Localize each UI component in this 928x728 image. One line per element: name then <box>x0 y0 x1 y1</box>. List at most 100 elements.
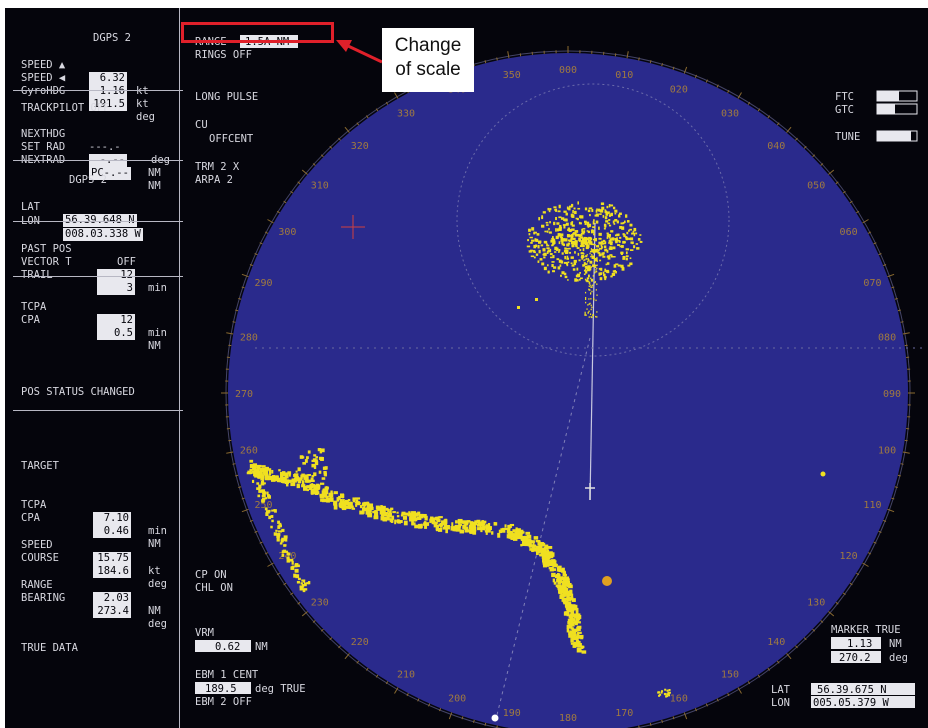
pastpos-label: PAST POS <box>21 243 72 255</box>
bearing-tick <box>329 637 333 641</box>
echo-blip <box>591 280 593 283</box>
echo-blip <box>591 286 593 288</box>
echo-blip <box>259 473 263 478</box>
echo-blip <box>365 509 371 515</box>
bearing-tick <box>776 660 780 664</box>
pulse-mode: LONG PULSE <box>195 91 258 103</box>
echo-blip <box>594 281 596 284</box>
echo-blip <box>566 207 571 210</box>
speed1-unit: kt <box>136 85 149 97</box>
echo-blip <box>579 272 581 274</box>
echo-blip <box>390 518 394 523</box>
echo-blip <box>257 494 261 498</box>
echo-blip <box>539 240 542 243</box>
bearing-tick <box>737 687 742 694</box>
left-data-panel: DGPS 2 SPEED ▲ 6.32 kt SPEED ◀ 1.16 kt G… <box>13 18 183 718</box>
echo-blip <box>508 534 513 538</box>
echo-blip <box>280 474 284 480</box>
echo-blip <box>571 593 574 598</box>
lon-row: LON 008.03.338 W <box>13 202 183 241</box>
echo-blip <box>290 482 296 487</box>
echo-blip <box>664 688 667 691</box>
echo-blip <box>550 256 553 259</box>
echo-blip <box>636 247 640 250</box>
echo-blip <box>567 279 569 281</box>
echo-blip <box>570 241 574 245</box>
echo-blip <box>484 530 490 533</box>
cursor-lon-box <box>811 696 915 708</box>
echo-blip <box>612 270 616 273</box>
echo-blip <box>566 605 570 610</box>
echo-blip <box>542 559 545 563</box>
echo-blip <box>302 588 306 593</box>
echo-blip <box>270 476 276 482</box>
echo-blip <box>309 485 314 489</box>
echo-blip <box>568 584 573 589</box>
echo-blip <box>591 306 593 309</box>
echo-blip <box>549 567 554 572</box>
echo-blip <box>281 528 285 532</box>
echo-blip <box>589 250 594 253</box>
bearing-tick <box>238 486 242 489</box>
echo-blip <box>577 621 581 624</box>
echo-blip <box>546 250 549 254</box>
echo-blip <box>321 490 326 495</box>
bearing-tick <box>365 667 369 671</box>
ebm-line <box>494 337 591 724</box>
echo-blip <box>487 526 492 531</box>
echo-blip <box>555 216 557 221</box>
bearing-tick <box>232 463 236 465</box>
echo-blip <box>557 579 562 582</box>
echo-blip <box>614 212 617 215</box>
bearing-tick <box>297 181 301 185</box>
gtc-label: GTC <box>835 104 854 116</box>
bearing-tick <box>226 451 234 454</box>
echo-blip <box>558 580 564 584</box>
echo-blip <box>571 221 574 224</box>
echo-blip <box>299 587 304 591</box>
echo-blip <box>637 238 641 241</box>
own-ship-marker <box>585 483 595 500</box>
echo-blip <box>564 255 566 260</box>
echo-blip <box>585 255 588 258</box>
bearing-tick <box>428 703 431 707</box>
echo-blip <box>595 213 599 217</box>
echo-blip <box>601 252 604 256</box>
echo-blip <box>609 246 612 250</box>
echo-blip <box>554 575 560 579</box>
echo-blip <box>477 527 481 531</box>
echo-blip <box>658 694 661 697</box>
echo-blip <box>264 497 268 500</box>
echo-blip <box>592 238 597 241</box>
echo-blip <box>612 256 616 258</box>
echo-blip <box>586 221 590 225</box>
echo-blip <box>592 314 594 317</box>
bearing-tick <box>862 219 869 224</box>
echo-blip <box>564 249 568 252</box>
echo-blip <box>563 261 568 264</box>
echo-blip <box>341 502 347 507</box>
divider <box>13 90 183 91</box>
echo-blip <box>252 466 256 470</box>
echo-blip <box>542 253 546 256</box>
echo-blip <box>588 298 590 300</box>
echo-blip <box>339 498 343 504</box>
echo-blip <box>543 550 547 554</box>
echo-blip <box>580 635 584 640</box>
echo-blip <box>261 490 264 493</box>
echo-blip <box>485 524 490 529</box>
cpa-row: CPA 0.5 NM <box>13 301 183 352</box>
echo-blip <box>589 214 591 217</box>
echo-blip <box>580 236 584 239</box>
echo-blip <box>286 552 291 556</box>
echo-blip <box>518 532 523 537</box>
echo-blip <box>344 499 349 505</box>
echo-blip <box>566 628 570 633</box>
echo-blip <box>261 497 266 501</box>
lon-value: 008.03.338 W <box>63 228 143 241</box>
bearing-tick <box>241 497 245 500</box>
echo-blip <box>424 515 428 521</box>
marker-brg-box <box>831 651 881 663</box>
echo-blip <box>309 479 315 483</box>
bearing-label: 040 <box>767 141 785 152</box>
